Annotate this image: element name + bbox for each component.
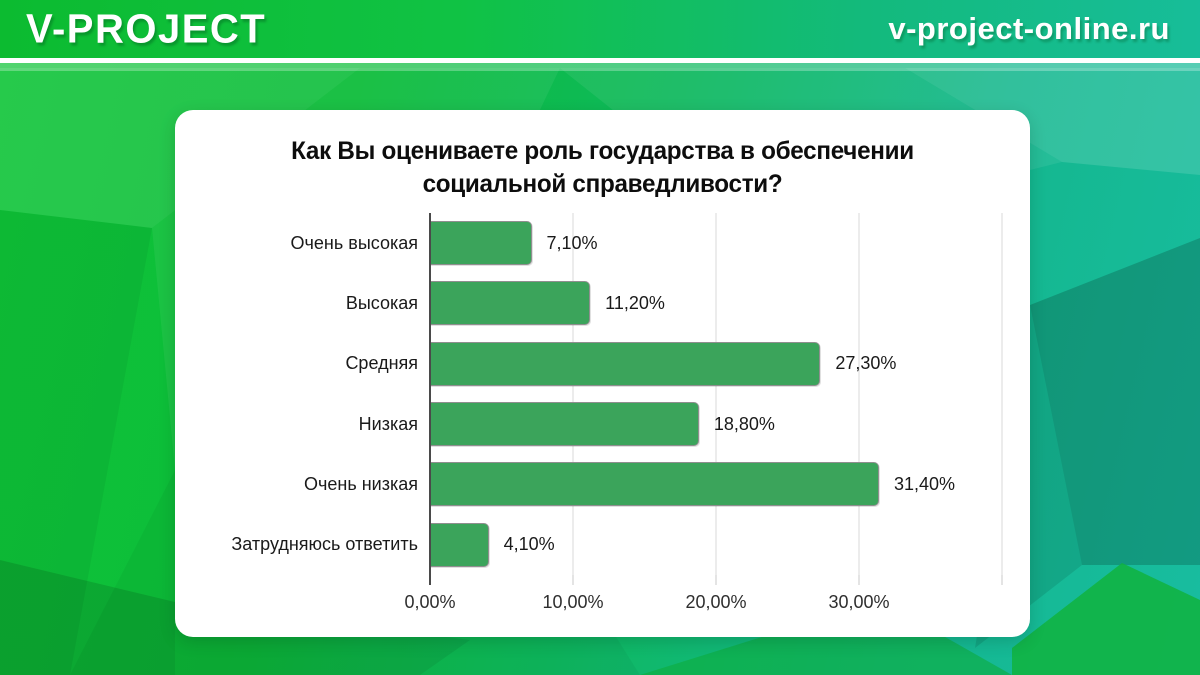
chart-title-line-2: социальной справедливости? (422, 170, 783, 198)
axis-tick-mark (858, 575, 860, 585)
category-label: Очень низкая (304, 473, 418, 494)
x-axis-tick-label: 30,00% (828, 592, 890, 612)
brand-logo: V-PROJECT (26, 6, 267, 51)
axis-tick-mark (572, 575, 574, 585)
chart-title: Как Вы оцениваете роль государства в обе… (188, 135, 1017, 201)
axis-tick-mark (715, 575, 717, 585)
category-label: Очень высокая (290, 232, 418, 253)
x-axis-tick-label: 0,00% (404, 592, 456, 612)
header-bar: V-PROJECT v-project-online.ru (0, 0, 1200, 63)
website-url: v-project-online.ru (888, 11, 1170, 46)
chart-row: Затрудняюсь ответить 4,10% (231, 515, 1002, 575)
value-label: 18,80% (713, 413, 775, 434)
chart-card: Как Вы оцениваете роль государства в обе… (175, 110, 1030, 637)
chart-row: Очень низкая 31,40% (304, 454, 1002, 514)
value-label: 11,20% (605, 292, 665, 313)
category-label: Высокая (345, 292, 418, 313)
gridline (715, 213, 717, 575)
x-axis-tick-label: 10,00% (542, 592, 604, 612)
axis-tick-mark (1001, 575, 1003, 585)
chart-row: Высокая 11,20% (346, 273, 1002, 333)
chart-row: Средняя 27,30% (345, 334, 1002, 394)
y-axis-baseline (429, 213, 431, 585)
gridline (858, 213, 860, 575)
chart-row: Очень высокая 7,10% (291, 213, 1002, 273)
value-label: 4,10% (503, 534, 555, 555)
bar (430, 281, 591, 326)
chart-title-line-1: Как Вы оцениваете роль государства в обе… (291, 137, 914, 165)
value-label: 31,40% (894, 473, 956, 494)
bar (430, 221, 532, 266)
chart-row: Низкая 18,80% (359, 394, 1002, 454)
category-label: Низкая (358, 413, 418, 434)
bar (430, 341, 821, 386)
category-label: Затрудняюсь ответить (231, 534, 418, 555)
bar (430, 462, 880, 507)
category-label: Средняя (345, 353, 418, 374)
bar (430, 522, 489, 567)
gridline (572, 213, 574, 575)
plot-area: 0,00% 10,00% 20,00% 30,00% Очень высокая 7,10… (231, 213, 1003, 612)
gridline (1001, 213, 1003, 575)
x-axis-tick-label: 20,00% (685, 592, 747, 612)
value-label: 7,10% (546, 232, 598, 253)
bar (430, 402, 699, 447)
value-label: 27,30% (835, 353, 897, 374)
